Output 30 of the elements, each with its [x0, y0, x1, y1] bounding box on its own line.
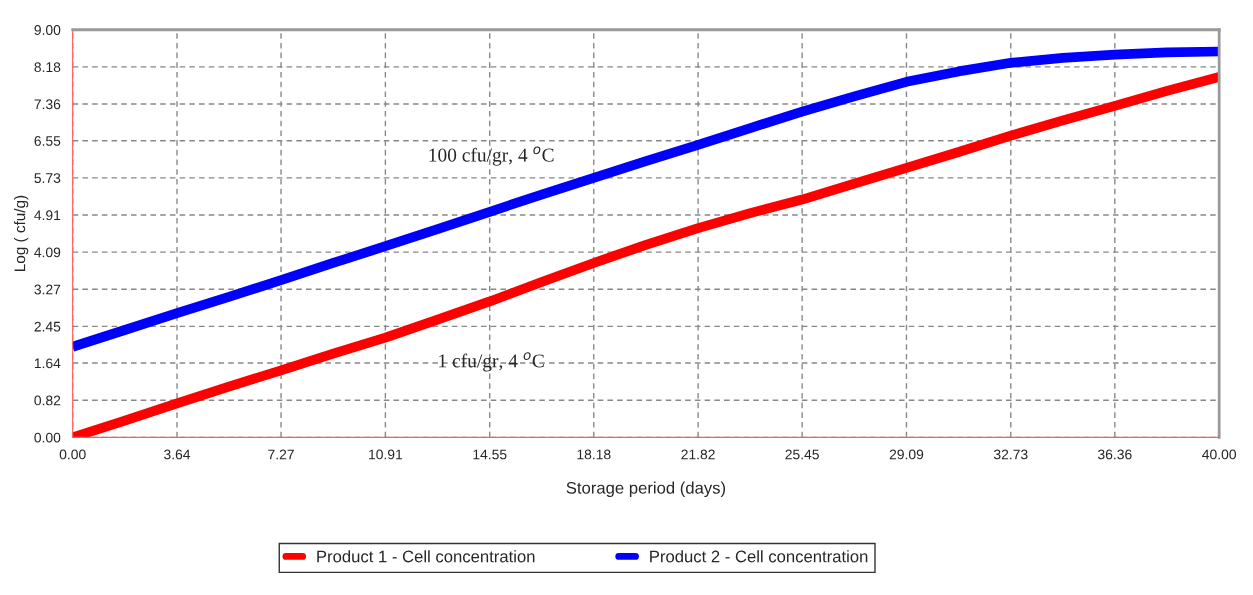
x-tick-label: 40.00 [1202, 449, 1237, 460]
annotation: 1 cfu/gr, 4 $^{o}$C [439, 352, 544, 372]
x-tick-label: 10.91 [369, 449, 403, 460]
y-tick-label: 6.55 [34, 136, 61, 146]
x-axis-title: Storage period (days) [566, 481, 726, 498]
x-tick-label: 14.55 [473, 449, 507, 460]
y-axis-title: Log ( cfu/g) [14, 195, 29, 271]
annotation: 100 cfu/gr, 4 $^{o}$C [429, 146, 554, 166]
y-tick-label: 0.82 [34, 395, 61, 406]
x-tick-label: 21.82 [681, 449, 715, 460]
y-tick-label: 4.09 [34, 247, 61, 258]
y-tick-label: 2.45 [34, 321, 61, 332]
x-tick-label: 3.64 [164, 449, 191, 460]
y-tick-label: 5.73 [34, 173, 61, 183]
y-tick-label: 9.00 [34, 25, 61, 35]
legend-label: Product 1 - Cell concentration [317, 550, 535, 563]
y-tick-label: 4.91 [34, 210, 61, 221]
y-tick-label: 7.36 [34, 99, 61, 110]
y-tick-label: 0.00 [34, 432, 61, 443]
x-tick-label: 25.45 [785, 449, 819, 460]
y-tick-label: 3.27 [34, 284, 61, 295]
x-tick-label: 18.18 [577, 449, 611, 460]
x-tick-label: 32.73 [993, 449, 1028, 460]
y-tick-label: 1.64 [34, 358, 61, 369]
x-tick-label: 29.09 [889, 449, 924, 460]
x-tick-label: 36.36 [1097, 449, 1132, 460]
y-tick-label: 8.18 [34, 62, 61, 73]
x-tick-label: 7.27 [268, 449, 294, 460]
legend-label: Product 2 - Cell concentration [650, 550, 868, 563]
x-tick-label: 0.00 [59, 449, 86, 460]
